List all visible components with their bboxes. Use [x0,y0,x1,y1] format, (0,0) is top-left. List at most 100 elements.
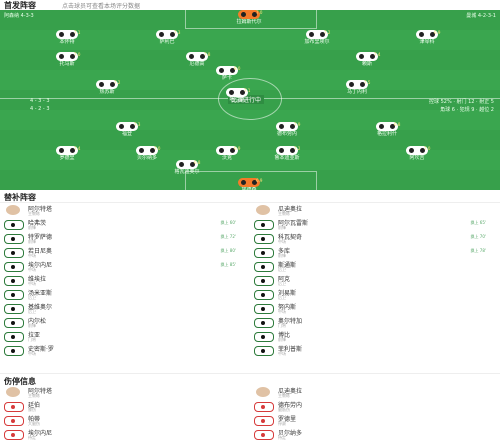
avatar [6,387,20,397]
shirt-icon [254,346,274,356]
player-name: 阿坎吉 [409,155,425,161]
player-marker[interactable]: 赖斯 7.4 [340,52,394,68]
player-rating: 7.0 [74,52,81,57]
player-position: 前锋 [28,239,36,244]
shirt-icon [4,402,24,412]
list-item[interactable]: 德布劳内 腿筋伤 [250,400,490,414]
shirt-icon [254,304,274,314]
substitution-event: 换上 85' [220,262,236,267]
stat-right-2: 角球 6 · 犯规 9 · 越位 2 [440,107,494,113]
list-item[interactable]: 刘易斯 后卫 [250,288,490,302]
player-name: 博比 [278,332,291,339]
list-item[interactable]: 努内斯 中场 [250,302,490,316]
shirt-icon [254,234,274,244]
player-marker[interactable]: 本怀特 7.1 [40,30,94,46]
player-marker[interactable]: 格拉利什 6.8 [360,122,414,138]
player-name: 热苏斯 [99,89,115,95]
shirt-icon [254,416,274,426]
player-name: 拉姆斯代尔 [236,19,262,25]
player-name: 德布劳内 [278,402,303,409]
player-rating: 7.0 [154,146,161,151]
player-marker[interactable]: 萨卡 8.0 [200,66,254,82]
shirt-icon [4,220,24,230]
player-marker[interactable]: 德布劳内 7.9 [260,122,314,138]
player-marker[interactable]: 沃克 6.9 [200,146,254,162]
player-rating: 7.0 [256,10,263,15]
player-marker[interactable]: 津琴科 6.9 [400,30,454,46]
list-item[interactable]: 拉亚 门将 [0,330,240,344]
player-position: 待定 [278,435,286,440]
player-marker[interactable]: 萨利巴 7.3 [140,30,194,46]
football-pitch: 阿森纳 4-3-3 曼城 4-2-3-1 比赛进行中 4 - 3 - 3 4 -… [0,10,500,190]
shirt-icon [254,332,274,342]
player-marker[interactable]: 埃德森 6.9 [222,178,276,190]
list-item[interactable]: 哈弗茨 前锋 换上 60' [0,218,240,232]
player-marker[interactable]: 格瓦迪奥尔 6.8 [160,160,214,176]
list-item[interactable]: 特罗萨德 前锋 换上 72' [0,232,240,246]
player-name: 斯通斯 [278,262,297,269]
player-name: 努内斯 [278,304,297,311]
avatar [256,205,270,215]
list-item[interactable]: 内尔松 前锋 [0,316,240,330]
list-item[interactable]: 菲利普斯 中场 [250,344,490,358]
list-item[interactable]: 斯通斯 后卫 [250,260,490,274]
list-item[interactable]: 多库 前锋 换上 78' [250,246,490,260]
shirt-icon [56,146,78,155]
list-item[interactable]: 廷伯 膝伤 [0,400,240,414]
player-rating: 7.5 [364,80,371,85]
player-name: 若日尼奥 [28,248,53,255]
list-item[interactable]: 史密斯·罗 中场 [0,344,240,358]
player-position: 腿筋伤 [278,407,290,412]
player-marker[interactable]: 罗德里 7.4 [40,146,94,162]
match-status: 比赛进行中 [228,95,265,104]
player-marker[interactable]: 热苏斯 7.2 [80,80,134,96]
coach-row[interactable]: 阿尔特塔 主教练 [0,386,240,400]
list-item[interactable]: 汤米亚斯 后卫 [0,288,240,302]
player-rating: 6.9 [434,30,441,35]
player-marker[interactable]: 阿坎吉 7.0 [390,146,444,162]
player-marker[interactable]: 拉姆斯代尔 7.0 [222,10,276,26]
list-item[interactable]: 科瓦契奇 中场 换上 70' [250,232,490,246]
list-item[interactable]: 若日尼奥 中场 换上 80' [0,246,240,260]
list-item[interactable]: 基维奥尔 后卫 [0,302,240,316]
shirt-icon [4,248,24,258]
player-position: 中场 [278,309,286,314]
player-marker[interactable]: 贝尔纳多 7.0 [120,146,174,162]
player-marker[interactable]: 马丁内利 7.5 [330,80,384,96]
player-name: 萨利巴 [159,39,175,45]
player-name: 奥尔特加 [278,318,303,325]
player-marker[interactable]: 托马斯 7.0 [40,52,94,68]
player-name: 本怀特 [59,39,75,45]
player-position: 前锋 [28,225,36,230]
player-position: 中场 [28,281,36,286]
player-marker[interactable]: 福登 7.3 [100,122,154,138]
player-marker[interactable]: 哈兰德 7.1 [210,88,264,104]
shirt-icon [226,88,248,97]
coach-row[interactable]: 瓜迪奥拉 主教练 [250,386,490,400]
list-item[interactable]: 博比 前锋 [250,330,490,344]
list-item[interactable]: 帕蒂 大腿伤 [0,414,240,428]
list-item[interactable]: 埃尔内尼 中场 换上 85' [0,260,240,274]
coach-row[interactable]: 阿尔特塔 主教练 [0,204,240,218]
substitution-event: 换上 80' [220,248,236,253]
coach-row[interactable]: 瓜迪奥拉 主教练 [250,204,490,218]
player-name: 德布劳内 [276,131,297,137]
player-rating: 6.9 [256,178,263,183]
penalty-box-bottom [185,171,317,190]
list-item[interactable]: 罗德里 停赛 [250,414,490,428]
player-position: 后卫 [28,295,36,300]
player-marker[interactable]: 鲁本迪亚斯 7.2 [260,146,314,162]
player-position: 后卫 [278,281,286,286]
list-item[interactable]: 维埃拉 中场 [0,274,240,288]
player-name: 廷伯 [28,402,41,409]
player-position: 前锋 [278,225,286,230]
stat-left-2: 4 - 2 - 3 [30,106,50,112]
player-marker[interactable]: 厄德高 7.8 [170,52,224,68]
player-name: 帕蒂 [28,416,41,423]
list-item[interactable]: 阿克 后卫 [250,274,490,288]
list-item[interactable]: 奥尔特加 门将 [250,316,490,330]
player-position: 中场 [28,267,36,272]
player-marker[interactable]: 加布里埃尔 7.2 [290,30,344,46]
list-item[interactable]: 阿尔瓦雷斯 前锋 换上 65' [250,218,490,232]
player-name: 拉亚 [28,332,41,339]
